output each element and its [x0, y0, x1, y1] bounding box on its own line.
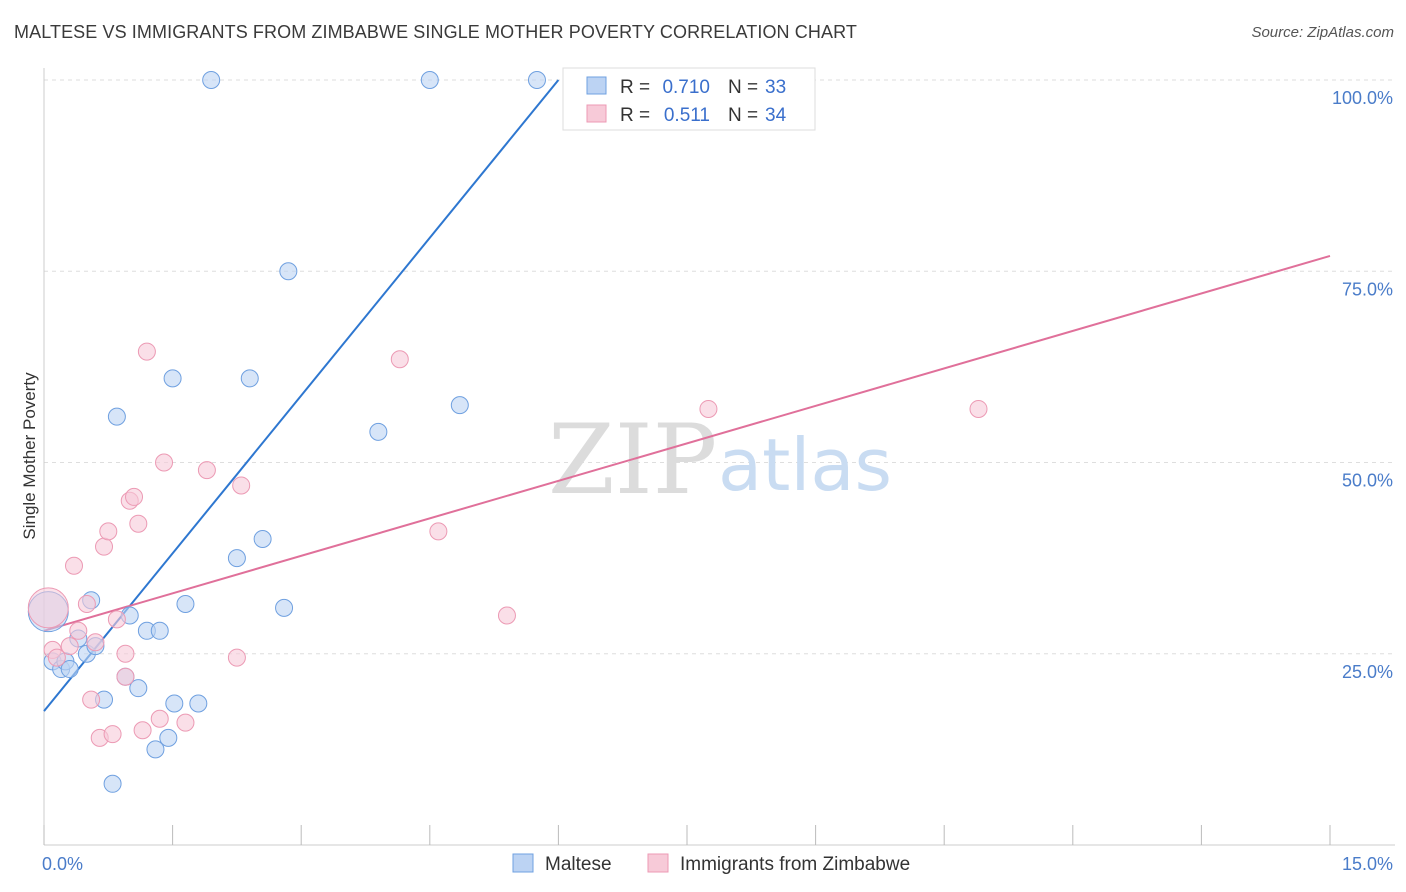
point-zimbabwe-6: [77, 595, 96, 614]
point-zimbabwe-22: [155, 453, 174, 472]
trend-line-1: [43, 254, 1331, 632]
point-maltese-31: [450, 396, 469, 415]
point-zimbabwe-23: [176, 713, 195, 732]
point-maltese-32: [527, 71, 546, 89]
point-zimbabwe-25: [227, 648, 246, 667]
y-tick-label-0: 25.0%: [1342, 662, 1393, 682]
point-zimbabwe-24: [197, 461, 216, 480]
point-zimbabwe-29: [497, 606, 516, 625]
point-maltese-26: [253, 530, 272, 548]
legend-swatch-1: [586, 104, 607, 123]
x-tick-label-max: 15.0%: [1342, 854, 1393, 874]
axes: [43, 68, 1395, 846]
legend-n-value-0: 33: [765, 77, 786, 98]
point-zimbabwe-18: [129, 514, 148, 533]
point-zimbabwe-28: [429, 522, 448, 541]
point-maltese-28: [279, 262, 298, 281]
point-zimbabwe-31: [969, 399, 988, 418]
point-zimbabwe-13: [107, 610, 126, 629]
point-zimbabwe-5: [69, 621, 88, 640]
point-maltese-22: [189, 694, 208, 713]
point-maltese-19: [163, 369, 182, 388]
point-zimbabwe-8: [86, 633, 105, 652]
bottom-legend-label-0: Maltese: [545, 854, 612, 875]
gridlines: [44, 79, 1395, 655]
point-zimbabwe-0: [27, 587, 69, 629]
point-zimbabwe-14: [116, 644, 135, 663]
point-zimbabwe-30: [699, 399, 718, 418]
point-maltese-23: [202, 71, 221, 89]
point-maltese-24: [227, 549, 246, 568]
point-zimbabwe-10: [95, 537, 114, 556]
point-zimbabwe-26: [232, 476, 251, 495]
bottom-legend-swatch-0: [512, 853, 534, 873]
watermark-atlas: atlas: [718, 423, 892, 507]
y-tick-label-3: 100.0%: [1332, 88, 1393, 108]
legend-r-value-1: 0.511: [664, 105, 710, 126]
point-zimbabwe-12: [103, 725, 122, 744]
legend-n-value-1: 34: [765, 105, 787, 126]
y-tick-label-1: 50.0%: [1342, 471, 1393, 491]
point-zimbabwe-27: [390, 350, 409, 369]
point-zimbabwe-3: [60, 637, 79, 656]
point-maltese-16: [146, 740, 165, 759]
legend-r-label-0: R =: [620, 77, 650, 98]
point-zimbabwe-19: [133, 721, 152, 740]
point-maltese-29: [369, 422, 388, 441]
bottom-legend-swatch-1: [647, 853, 669, 873]
point-zimbabwe-2: [47, 648, 66, 667]
watermark: ZIP atlas: [548, 404, 892, 516]
chart-source: Source: ZipAtlas.com: [1251, 24, 1394, 41]
x-tick-label-min: 0.0%: [42, 854, 83, 874]
point-maltese-17: [150, 621, 169, 640]
point-maltese-30: [420, 71, 439, 89]
data-points: [27, 71, 988, 793]
legend-r-label-1: R =: [620, 105, 650, 126]
point-maltese-27: [275, 598, 294, 617]
legend-r-value-0: 0.710: [662, 77, 710, 98]
point-zimbabwe-15: [116, 667, 135, 686]
trend-lines: [43, 79, 1331, 712]
point-maltese-11: [107, 407, 126, 426]
point-maltese-14: [129, 679, 148, 698]
legend-box: R = 0.710 N = 33 R = 0.511 N = 34: [562, 67, 816, 131]
point-zimbabwe-20: [137, 342, 156, 361]
point-maltese-20: [165, 694, 184, 713]
point-zimbabwe-21: [150, 709, 169, 728]
bottom-legend-label-1: Immigrants from Zimbabwe: [680, 854, 910, 875]
y-axis-title: Single Mother Poverty: [20, 372, 39, 540]
chart-title: MALTESE VS IMMIGRANTS FROM ZIMBABWE SING…: [14, 22, 857, 42]
point-zimbabwe-4: [65, 556, 84, 575]
y-tick-label-2: 75.0%: [1342, 279, 1393, 299]
point-maltese-21: [176, 595, 195, 614]
point-maltese-18: [159, 728, 178, 747]
x-tick-labels: 0.0% 15.0%: [42, 854, 1393, 874]
point-zimbabwe-17: [125, 487, 144, 506]
point-maltese-10: [103, 774, 122, 793]
y-tick-labels: 25.0% 50.0% 75.0% 100.0%: [1332, 88, 1393, 682]
point-zimbabwe-11: [99, 522, 118, 541]
point-maltese-25: [240, 369, 259, 388]
bottom-legend: Maltese Immigrants from Zimbabwe: [512, 853, 910, 875]
legend-n-label-1: N =: [728, 105, 758, 126]
legend-swatch-0: [586, 76, 607, 95]
point-maltese-4: [60, 660, 79, 679]
point-zimbabwe-7: [82, 690, 101, 709]
legend-n-label-0: N =: [728, 77, 758, 98]
